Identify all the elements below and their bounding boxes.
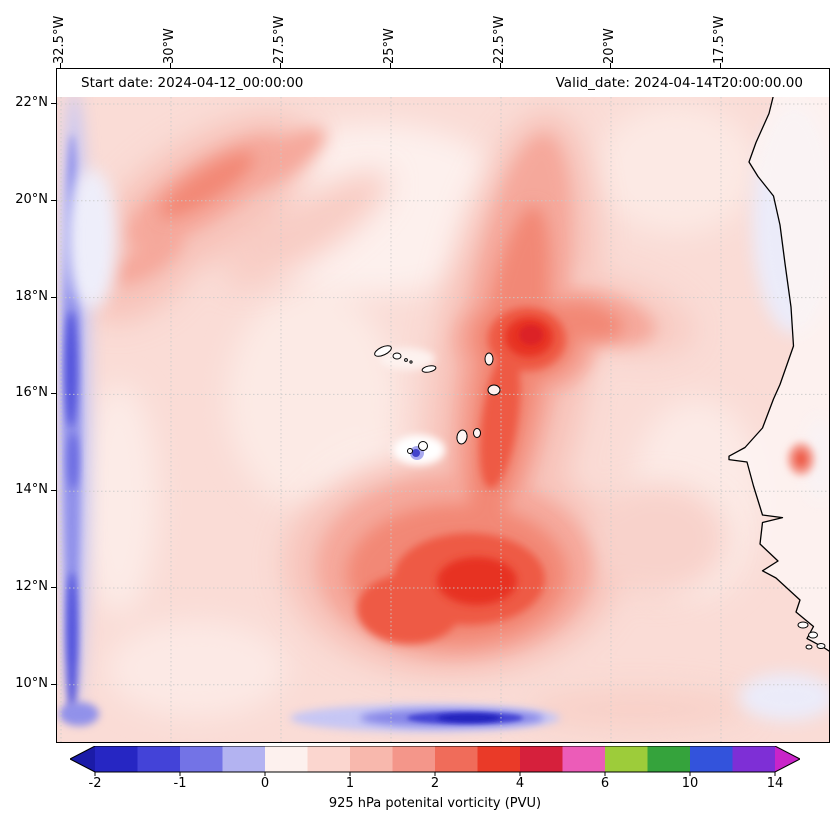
colorbar-tick-label: -2 bbox=[88, 776, 102, 791]
axis-tick bbox=[60, 63, 61, 68]
colorbar-segment bbox=[180, 746, 223, 772]
colorbar-segment bbox=[435, 746, 478, 772]
colorbar-tick-label: 2 bbox=[430, 776, 440, 791]
pv-contour-map bbox=[57, 69, 829, 742]
colorbar-tick-label: 0 bbox=[260, 776, 270, 791]
pv-maximum-core bbox=[519, 325, 543, 345]
lon-tick-label: 30°W bbox=[162, 28, 177, 64]
axis-tick bbox=[170, 63, 171, 68]
colorbar-segment bbox=[520, 746, 563, 772]
lon-tick-label: 17.5°W bbox=[712, 15, 727, 64]
lat-tick-label: 22°N bbox=[15, 95, 48, 110]
lat-tick-label: 14°N bbox=[15, 482, 48, 497]
lat-tick-label: 12°N bbox=[15, 579, 48, 594]
colorbar-segment bbox=[350, 746, 393, 772]
bijagos-islands bbox=[797, 621, 826, 650]
lat-tick-label: 18°N bbox=[15, 289, 48, 304]
colorbar-segment bbox=[137, 746, 180, 772]
axis-tick bbox=[51, 684, 56, 685]
axis-tick bbox=[51, 393, 56, 394]
colorbar-segment bbox=[477, 746, 520, 772]
colorbar-tick-label: 6 bbox=[600, 776, 610, 791]
axis-tick bbox=[51, 587, 56, 588]
cape-verde-islands bbox=[374, 345, 501, 454]
colorbar bbox=[70, 746, 800, 776]
lat-tick-label: 10°N bbox=[15, 676, 48, 691]
lon-tick-label: 27.5°W bbox=[272, 15, 287, 64]
axis-tick bbox=[51, 200, 56, 201]
start-date-label: Start date: 2024-04-12_00:00:00 bbox=[81, 75, 304, 91]
lat-tick-label: 20°N bbox=[15, 192, 48, 207]
axis-tick bbox=[51, 103, 56, 104]
coastline bbox=[728, 69, 829, 652]
land-fill bbox=[729, 69, 829, 651]
axis-tick bbox=[51, 297, 56, 298]
colorbar-over-arrow bbox=[775, 746, 800, 772]
lon-tick-label: 32.5°W bbox=[52, 15, 67, 64]
colorbar-segment bbox=[647, 746, 690, 772]
colorbar-segment bbox=[690, 746, 733, 772]
lon-tick-label: 25°W bbox=[382, 28, 397, 64]
lon-tick-label: 22.5°W bbox=[492, 15, 507, 64]
axis-tick bbox=[610, 63, 611, 68]
colorbar-tick-label: -1 bbox=[173, 776, 187, 791]
colorbar-gradient bbox=[70, 746, 800, 776]
colorbar-segment bbox=[95, 746, 138, 772]
colorbar-segment bbox=[392, 746, 435, 772]
valid-date-label: Valid_date: 2024-04-14T20:00:00.00 bbox=[555, 75, 803, 91]
colorbar-segment bbox=[222, 746, 265, 772]
axis-tick bbox=[51, 490, 56, 491]
axis-tick bbox=[390, 63, 391, 68]
colorbar-segment bbox=[265, 746, 308, 772]
axis-tick bbox=[720, 63, 721, 68]
colorbar-segment bbox=[605, 746, 648, 772]
colorbar-tick-marks bbox=[94, 772, 776, 776]
colorbar-segment bbox=[562, 746, 605, 772]
lon-tick-label: 20°W bbox=[602, 28, 617, 64]
coastal-pv-maximum bbox=[788, 443, 814, 475]
colorbar-under-arrow bbox=[70, 746, 95, 772]
gridlines bbox=[57, 69, 829, 742]
colorbar-segment bbox=[732, 746, 775, 772]
axis-tick bbox=[500, 63, 501, 68]
colorbar-segment bbox=[307, 746, 350, 772]
colorbar-tick-label: 4 bbox=[515, 776, 525, 791]
axis-tick bbox=[280, 63, 281, 68]
colorbar-label: 925 hPa potenital vorticity (PVU) bbox=[328, 796, 542, 811]
lat-tick-label: 16°N bbox=[15, 385, 48, 400]
colorbar-tick-label: 14 bbox=[766, 776, 784, 791]
colorbar-tick-label: 10 bbox=[681, 776, 699, 791]
date-strip bbox=[57, 69, 829, 97]
map-plot: Start date: 2024-04-12_00:00:00 Valid_da… bbox=[56, 68, 830, 743]
colorbar-tick-label: 1 bbox=[345, 776, 355, 791]
